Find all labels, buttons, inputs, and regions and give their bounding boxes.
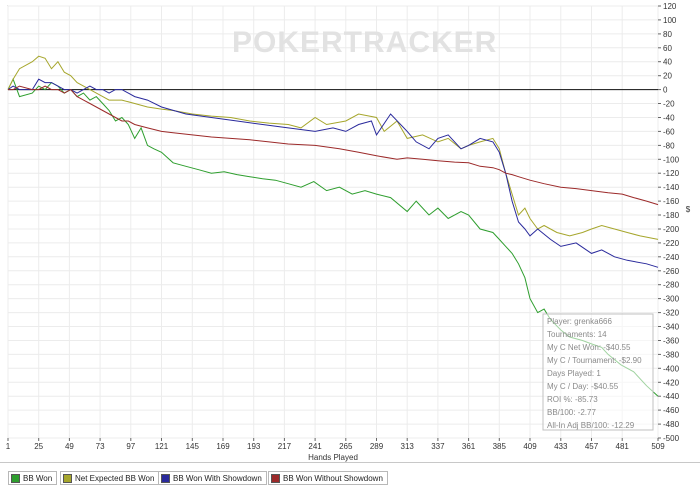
legend-label-bb-won: BB Won [23, 473, 53, 483]
y-tick-label: -300 [663, 295, 680, 304]
x-tick-label: 289 [370, 442, 384, 451]
y-tick-label: -260 [663, 267, 680, 276]
series-line-bb-won [7, 77, 659, 397]
y-tick-label: -60 [663, 127, 675, 136]
x-tick-label: 121 [155, 442, 169, 451]
chart: POKERTRACKER 1 25 49 73 97 121 145 169 193 217 241… [6, 2, 691, 462]
series-line-bb-won-without-showdown [8, 85, 659, 206]
y-tick-label: -340 [663, 323, 680, 332]
y-tick-label: 60 [663, 44, 672, 53]
x-tick-label: 25 [34, 442, 43, 451]
x-tick-label: 1 [6, 442, 11, 451]
legend-item-net-expected[interactable]: Net Expected BB Won [60, 471, 160, 485]
x-tick-label: 409 [523, 442, 537, 451]
y-tick-label: -320 [663, 309, 680, 318]
watermark-text: POKERTRACKER [232, 26, 497, 59]
x-tick-label: 265 [339, 442, 353, 451]
y-tick-label: -240 [663, 253, 680, 262]
stats-net-won: My C Net Won: -$40.55 [547, 343, 631, 352]
y-tick-label: -120 [663, 169, 680, 178]
series-line-net-expected-bb-won [7, 55, 659, 240]
y-axis-title: $ [686, 205, 691, 214]
y-tick-label: -420 [663, 378, 680, 387]
stats-days-played: Days Played: 1 [547, 369, 601, 378]
stats-allin-bb100: All-In Adj BB/100: -12.29 [547, 421, 635, 430]
stats-bb100: BB/100: -2.77 [547, 408, 596, 417]
x-tick-label: 313 [401, 442, 415, 451]
legend-swatch-net-expected [63, 473, 72, 483]
y-tick-label: -160 [663, 197, 680, 206]
x-tick-label: 481 [616, 442, 630, 451]
y-tick-label: -20 [663, 100, 675, 109]
y-tick-label: -480 [663, 420, 680, 429]
y-tick-label: 100 [663, 16, 677, 25]
y-tick-label: 40 [663, 58, 672, 67]
x-tick-label: 193 [247, 442, 261, 451]
legend-item-bb-won[interactable]: BB Won [8, 471, 58, 485]
legend-swatch-without-showdown [271, 473, 280, 483]
legend-swatch-with-showdown [161, 473, 170, 483]
stats-per-day: My C / Day: -$40.55 [547, 382, 619, 391]
x-tick-label: 73 [96, 442, 105, 451]
stats-roi: ROI %: -85.73 [547, 395, 598, 404]
x-tick-label: 49 [65, 442, 74, 451]
series-line-bb-won-with-showdown [7, 78, 659, 268]
y-tick-label: -100 [663, 155, 680, 164]
x-axis-title: Hands Played [308, 453, 358, 462]
y-tick-label: 120 [663, 2, 677, 11]
x-tick-label: 97 [126, 442, 135, 451]
y-tick-label: -400 [663, 364, 680, 373]
x-tick-label: 433 [554, 442, 568, 451]
stats-per-tournament: My C / Tournament: -$2.90 [547, 356, 642, 365]
y-tick-label: -80 [663, 141, 675, 150]
y-tick-label: -40 [663, 114, 675, 123]
legend-label-with-showdown: BB Won With Showdown [173, 473, 262, 483]
y-tick-label: 20 [663, 72, 672, 81]
stats-tournaments: Tournaments: 14 [547, 330, 607, 339]
y-tick-label: -220 [663, 239, 680, 248]
legend-item-with-showdown[interactable]: BB Won With Showdown [158, 471, 267, 485]
legend-item-without-showdown[interactable]: BB Won Without Showdown [268, 471, 388, 485]
x-tick-label: 217 [278, 442, 292, 451]
y-tick-label: -200 [663, 225, 680, 234]
legend-label-without-showdown: BB Won Without Showdown [283, 473, 383, 483]
x-tick-label: 337 [431, 442, 445, 451]
x-tick-label: 145 [186, 442, 200, 451]
stats-box: Player: grenka666 Tournaments: 14 My C N… [542, 313, 654, 431]
legend: BB Won Net Expected BB Won BB Won With S… [0, 462, 700, 494]
stats-player: Player: grenka666 [547, 317, 612, 326]
x-tick-label: 241 [308, 442, 322, 451]
y-tick-label: -360 [663, 337, 680, 346]
y-tick-label: -440 [663, 392, 680, 401]
y-tick-label: -280 [663, 281, 680, 290]
y-tick-label: -180 [663, 211, 680, 220]
y-tick-label: 0 [663, 86, 668, 95]
y-tick-label: 80 [663, 30, 672, 39]
x-tick-label: 385 [493, 442, 507, 451]
y-tick-label: -460 [663, 406, 680, 415]
y-tick-label: -500 [663, 434, 680, 443]
x-tick-label: 457 [585, 442, 599, 451]
x-tick-label: 169 [216, 442, 230, 451]
legend-label-net-expected: Net Expected BB Won [75, 473, 155, 483]
legend-swatch-bb-won [11, 473, 20, 483]
y-tick-label: -140 [663, 183, 680, 192]
y-tick-label: -380 [663, 350, 680, 359]
x-tick-label: 361 [462, 442, 476, 451]
x-tick-label: 509 [651, 442, 665, 451]
